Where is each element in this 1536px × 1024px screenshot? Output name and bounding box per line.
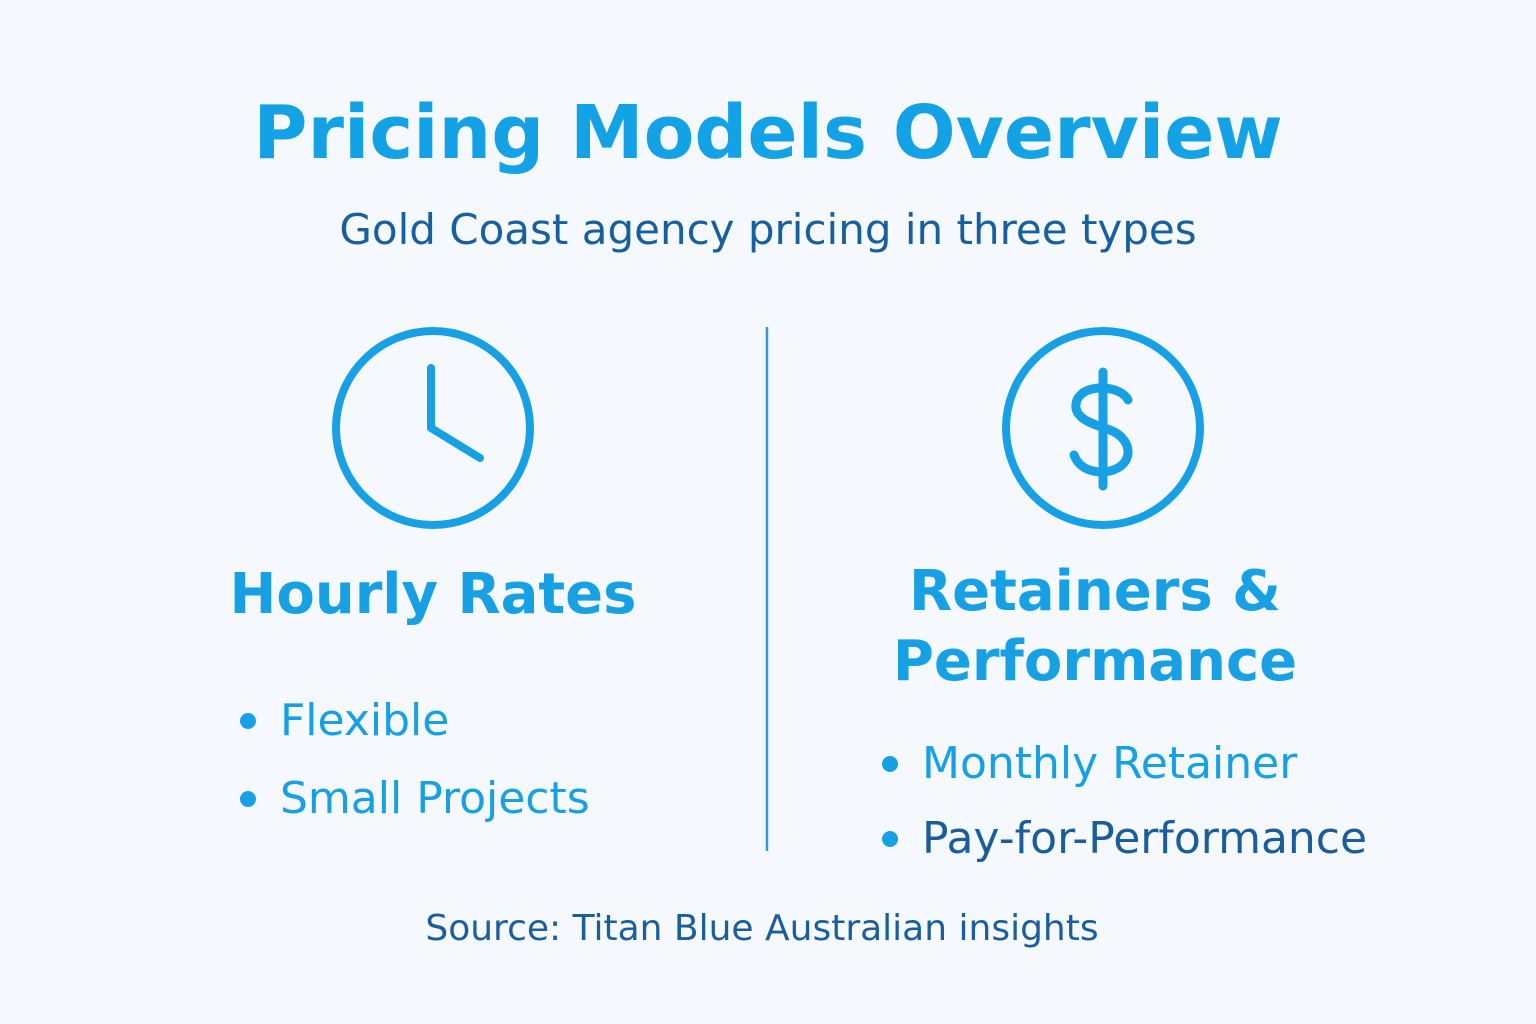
subtitle: Gold Coast agency pricing in three types <box>339 205 1197 254</box>
clock-hands <box>427 364 484 462</box>
bullet-list: Monthly Retainer Pay-for-Performance <box>882 726 1367 876</box>
bullet-item: Flexible <box>240 682 590 760</box>
bullet-list: Flexible Small Projects <box>240 682 590 838</box>
clock-icon <box>332 327 534 529</box>
source: Source: Titan Blue Australian insights <box>425 908 1099 949</box>
bullet-item: Monthly Retainer <box>882 726 1367 801</box>
bullet-item: Pay-for-Performance <box>882 801 1367 876</box>
title: Pricing Models Overview <box>253 90 1283 176</box>
column-heading: Retainers & Performance <box>892 559 1298 694</box>
column-heading: Hourly Rates <box>229 562 637 627</box>
dollar-icon <box>1002 327 1204 529</box>
dollar-sign <box>1069 367 1133 491</box>
bullet-item: Small Projects <box>240 760 590 838</box>
